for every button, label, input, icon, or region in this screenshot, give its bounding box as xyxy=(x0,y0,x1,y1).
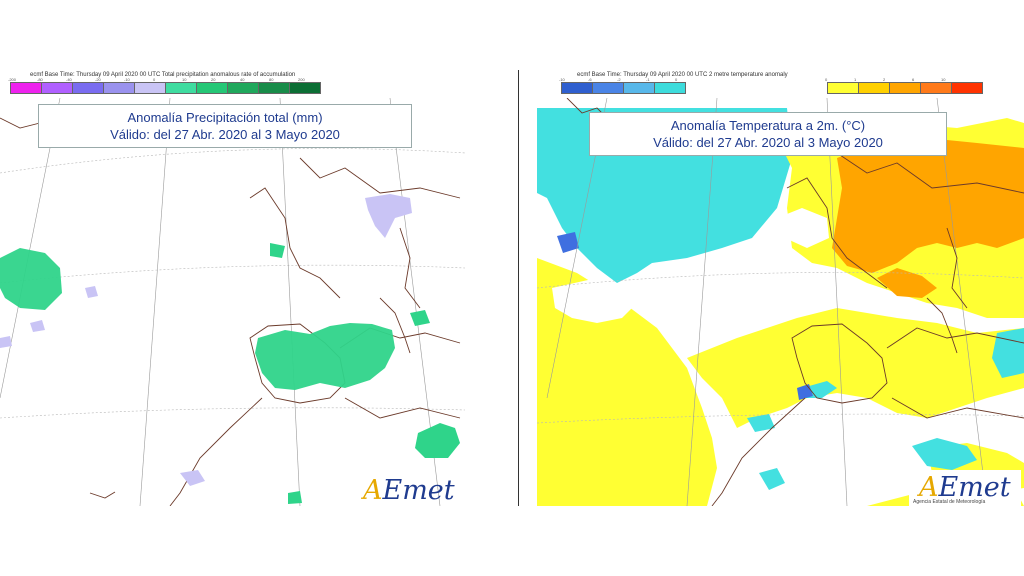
temperature-anomaly-map: ecmf Base Time: Thursday 09 April 2020 0… xyxy=(537,70,1024,506)
legend-tick-label: 0 xyxy=(675,77,678,82)
legend-tick-label: -2 xyxy=(617,77,621,82)
panel-divider xyxy=(518,70,519,506)
temp-validity: Válido: del 27 Abr. 2020 al 3 Mayo 2020 xyxy=(653,135,883,150)
legend-tick-label: -40 xyxy=(66,77,72,82)
precip-legend xyxy=(10,82,321,94)
legend-swatch xyxy=(227,82,259,94)
temp-title-box: Anomalía Temperatura a 2m. (°C) Válido: … xyxy=(589,112,947,156)
legend-tick-label: 6 xyxy=(912,77,915,82)
precip-anomaly-areas xyxy=(0,194,460,504)
legend-tick-label: -20 xyxy=(95,77,101,82)
legend-swatch xyxy=(134,82,166,94)
legend-swatch xyxy=(289,82,321,94)
legend-swatch xyxy=(858,82,890,94)
temp-header-text: ecmf Base Time: Thursday 09 April 2020 0… xyxy=(577,72,788,78)
precip-map-canvas xyxy=(0,98,465,506)
legend-tick-label: 40 xyxy=(240,77,245,82)
precipitation-anomaly-map: ecmf Base Time: Thursday 09 April 2020 0… xyxy=(0,70,465,506)
legend-tick-label: -80 xyxy=(37,77,43,82)
precip-graticule xyxy=(0,148,465,419)
legend-swatch xyxy=(561,82,593,94)
legend-tick-label: 80 xyxy=(269,77,274,82)
legend-swatch xyxy=(827,82,859,94)
temp-graticule xyxy=(537,272,1024,424)
precip-title: Anomalía Precipitación total (mm) xyxy=(127,110,323,125)
legend-swatch xyxy=(623,82,655,94)
legend-tick-label: 0 xyxy=(825,77,828,82)
legend-tick-label: -1 xyxy=(646,77,650,82)
precip-validity: Válido: del 27 Abr. 2020 al 3 Mayo 2020 xyxy=(110,127,340,142)
aemet-logo: AEmet xyxy=(919,472,1011,503)
legend-swatch xyxy=(654,82,686,94)
legend-tick-label: 1 xyxy=(854,77,857,82)
temp-legend-warm xyxy=(827,82,983,94)
legend-tick-label: -6 xyxy=(588,77,592,82)
precip-coastlines xyxy=(0,117,461,506)
legend-tick-label: 10 xyxy=(182,77,187,82)
legend-swatch xyxy=(103,82,135,94)
legend-swatch xyxy=(72,82,104,94)
precip-meridians xyxy=(0,98,441,506)
legend-swatch xyxy=(196,82,228,94)
legend-swatch xyxy=(920,82,952,94)
aemet-logo: AEmet xyxy=(363,475,455,506)
legend-swatch xyxy=(258,82,290,94)
legend-swatch xyxy=(10,82,42,94)
precip-header-text: ecmf Base Time: Thursday 09 April 2020 0… xyxy=(30,72,296,78)
legend-swatch xyxy=(951,82,983,94)
legend-swatch xyxy=(889,82,921,94)
temp-title: Anomalía Temperatura a 2m. (°C) xyxy=(670,118,866,133)
legend-tick-label: -10 xyxy=(559,77,565,82)
legend-tick-label: 10 xyxy=(941,77,946,82)
temp-coastlines xyxy=(566,98,1024,506)
aemet-logo-box: AEmet Agencia Estatal de Meteorología xyxy=(909,470,1021,506)
legend-swatch xyxy=(592,82,624,94)
temp-map-canvas xyxy=(537,98,1024,506)
legend-tick-label: -10 xyxy=(124,77,130,82)
legend-tick-label: 20 xyxy=(211,77,216,82)
legend-tick-label: 0 xyxy=(153,77,156,82)
legend-tick-label: 2 xyxy=(883,77,886,82)
temp-legend-cold xyxy=(561,82,686,94)
legend-swatch xyxy=(165,82,197,94)
legend-swatch xyxy=(41,82,73,94)
legend-tick-label: -200 xyxy=(8,77,17,82)
aemet-agency-name: Agencia Estatal de Meteorología xyxy=(913,499,986,505)
legend-tick-label: 200 xyxy=(298,77,305,82)
precip-title-box: Anomalía Precipitación total (mm) Válido… xyxy=(38,104,412,148)
